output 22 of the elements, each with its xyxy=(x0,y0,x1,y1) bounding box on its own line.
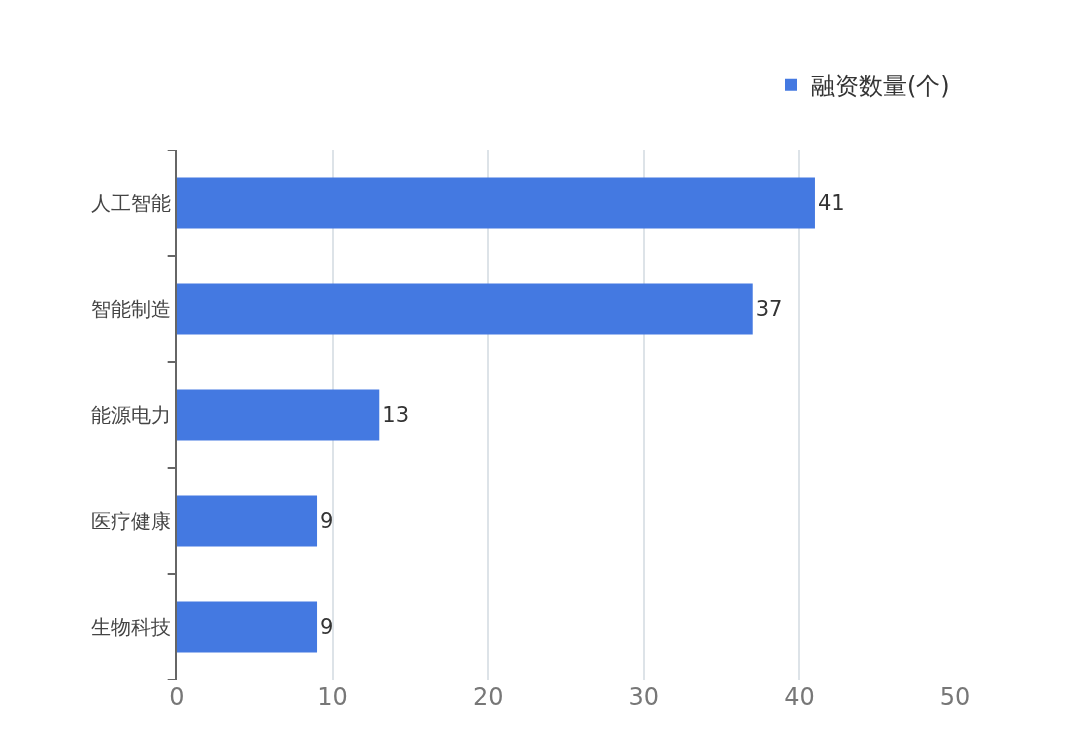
x-tick-label: 50 xyxy=(939,683,971,711)
data-label: 9 xyxy=(320,615,334,639)
bar xyxy=(177,495,318,547)
x-tick-label: 0 xyxy=(169,683,185,711)
y-tick-label: 智能制造 xyxy=(91,297,171,321)
data-label: 37 xyxy=(755,297,783,321)
legend-label: 融资数量(个) xyxy=(811,72,950,101)
data-label: 41 xyxy=(817,191,845,215)
y-tick-label: 能源电力 xyxy=(91,403,171,427)
x-tick-label: 40 xyxy=(784,683,815,711)
bar xyxy=(177,283,753,335)
y-tick-label: 医疗健康 xyxy=(91,509,171,533)
bar xyxy=(177,389,380,441)
y-tick-label: 人工智能 xyxy=(91,191,171,215)
bar xyxy=(177,601,318,653)
y-tick-label: 生物科技 xyxy=(91,615,171,639)
data-label: 9 xyxy=(320,509,334,533)
x-tick-label: 20 xyxy=(472,683,504,711)
data-label: 13 xyxy=(382,403,410,427)
x-tick-label: 10 xyxy=(317,683,348,711)
bar xyxy=(177,177,815,229)
x-tick-label: 30 xyxy=(628,683,660,711)
